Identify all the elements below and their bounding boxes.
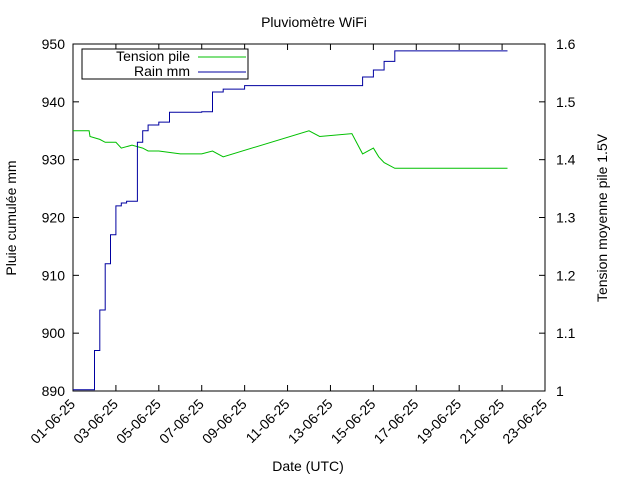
chart-title: Pluviomètre WiFi [261,14,367,30]
y-tick-label: 910 [42,267,66,283]
ticks [72,43,546,392]
y-tick-label: 950 [42,36,66,52]
plot-frame [72,43,546,392]
y2-tick-label: 1.2 [556,267,576,283]
y-tick-label: 890 [42,383,66,399]
y-tick-label: 930 [42,152,66,168]
x-tick-label: 23-06-25 [499,396,550,447]
x-tick-label: 01-06-25 [27,396,78,447]
y-tick-label: 940 [42,94,66,110]
x-tick-label: 15-06-25 [328,396,379,447]
legend-label-tension: Tension pile [116,48,190,64]
x-tick-label: 13-06-25 [285,396,336,447]
y2-tick-label: 1.4 [556,152,576,168]
legend: Tension pile Rain mm [81,48,249,80]
y2-tick-label: 1.6 [556,36,576,52]
y-tick-label: 900 [42,325,66,341]
x-tick-labels: 01-06-2503-06-2505-06-2507-06-2509-06-25… [27,396,550,447]
y2-tick-label: 1 [556,383,564,399]
series-rain-line [73,50,508,391]
y2-tick-labels: 1 1.1 1.2 1.3 1.4 1.5 1.6 [556,36,576,399]
x-tick-label: 21-06-25 [456,396,507,447]
x-axis-label: Date (UTC) [272,458,344,474]
y2-tick-label: 1.5 [556,94,576,110]
x-tick-label: 03-06-25 [70,396,121,447]
y-tick-label: 920 [42,210,66,226]
x-tick-label: 19-06-25 [413,396,464,447]
x-tick-label: 11-06-25 [242,396,292,446]
x-tick-label: 07-06-25 [156,396,207,447]
y2-tick-label: 1.3 [556,210,576,226]
y2-axis-label: Tension moyenne pile 1.5V [594,133,610,302]
y-axis-label: Pluie cumulée mm [3,160,19,275]
series-tension-line [73,130,508,169]
series-layer [73,50,508,391]
y-tick-labels: 890 900 910 920 930 940 950 [42,36,66,399]
x-tick-label: 05-06-25 [113,396,164,447]
legend-label-rain: Rain mm [134,63,190,79]
y2-tick-label: 1.1 [556,325,576,341]
x-tick-label: 17-06-25 [370,396,421,447]
x-tick-label: 09-06-25 [199,396,250,447]
legend-box [81,48,249,80]
